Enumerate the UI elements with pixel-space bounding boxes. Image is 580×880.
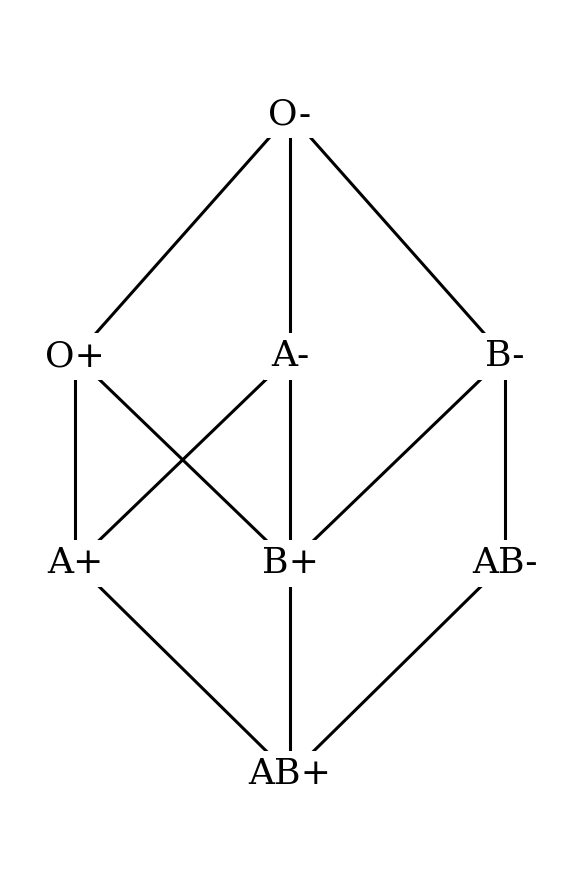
Text: O+: O+ xyxy=(45,340,106,373)
Text: B+: B+ xyxy=(262,546,318,580)
Text: AB-: AB- xyxy=(472,546,537,580)
Text: B-: B- xyxy=(485,340,524,373)
Text: A-: A- xyxy=(271,340,309,373)
Text: O-: O- xyxy=(269,98,311,131)
Text: AB+: AB+ xyxy=(248,758,332,791)
Text: A+: A+ xyxy=(47,546,104,580)
